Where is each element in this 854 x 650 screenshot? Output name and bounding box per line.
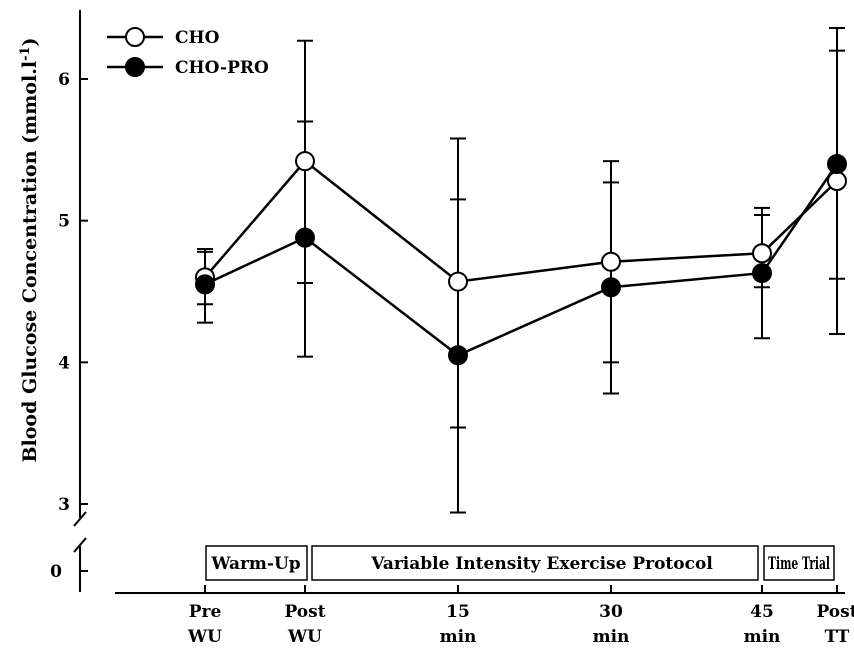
y-axis-break-lower [73,537,87,553]
legend-label-cho: CHO [175,28,220,48]
phase-label-time-trial: Time Trial [768,554,830,574]
y-axis-break-upper [73,511,87,527]
x-tick-label-line2-5: TT [825,627,850,647]
x-tick-label-line1-3: 30 [599,602,623,622]
x-tick-label-line1-0: Pre [189,602,222,622]
x-tick-label-line2-0: WU [187,627,222,647]
phase-boxes: Warm-Up Variable Intensity Exercise Prot… [205,545,835,581]
phase-box-warm-up [205,545,308,581]
y-ticks: 3 4 5 6 [58,70,88,515]
data-point-cho-pro-2 [448,345,468,366]
phase-box-time-trial [763,545,835,581]
phase-label-warm-up: Warm-Up [210,554,300,574]
data-point-cho-3 [601,251,621,272]
x-tick-label-line1-4: 45 [750,602,774,622]
data-point-cho-2 [448,271,468,292]
x-tick-label-line2-2: min [440,627,477,647]
x-tick-label-line2-1: WU [287,627,322,647]
legend-label-cho-pro: CHO-PRO [175,58,269,78]
series-layer [195,26,847,514]
series-cho-pro [197,49,845,514]
x-tick-label-line1-5: Post [816,602,854,622]
data-point-cho-1 [295,151,315,172]
legend: CHO CHO-PRO [107,27,269,78]
data-point-cho-pro-4 [752,263,772,284]
x-tick-label-line1-2: 15 [446,602,470,622]
data-point-cho-5 [827,170,847,191]
data-point-cho-pro-1 [295,227,315,248]
phase-box-variable-intensity [311,545,759,581]
phase-label-variable-intensity: Variable Intensity Exercise Protocol [370,554,713,574]
data-point-cho-pro-5 [827,153,847,174]
legend-marker-cho [125,27,145,47]
y-tick-label-4: 4 [58,353,70,373]
series-cho [197,26,845,429]
x-ticks: Pre WU Post WU 15 min 30 min 45 min Post TT [187,585,854,647]
series-line-cho [204,159,838,283]
series-line-cho-pro [204,163,839,357]
data-point-cho-4 [752,243,772,264]
x-tick-label-line1-1: Post [284,602,325,622]
x-tick-label-line2-3: min [593,627,630,647]
y-tick-label-5: 5 [58,212,70,232]
y-tick-label-6: 6 [58,70,70,90]
y-axis-label: Blood Glucose Concentration (mmol.l-1) [18,37,41,462]
data-point-cho-pro-0 [195,274,215,295]
legend-marker-cho-pro [125,57,145,77]
x-tick-label-line2-4: min [744,627,781,647]
y-tick-label-zero: 0 [50,562,62,582]
y-tick-label-3: 3 [58,495,70,515]
data-point-cho-pro-3 [601,277,621,298]
markers-cho-pro [195,153,847,366]
